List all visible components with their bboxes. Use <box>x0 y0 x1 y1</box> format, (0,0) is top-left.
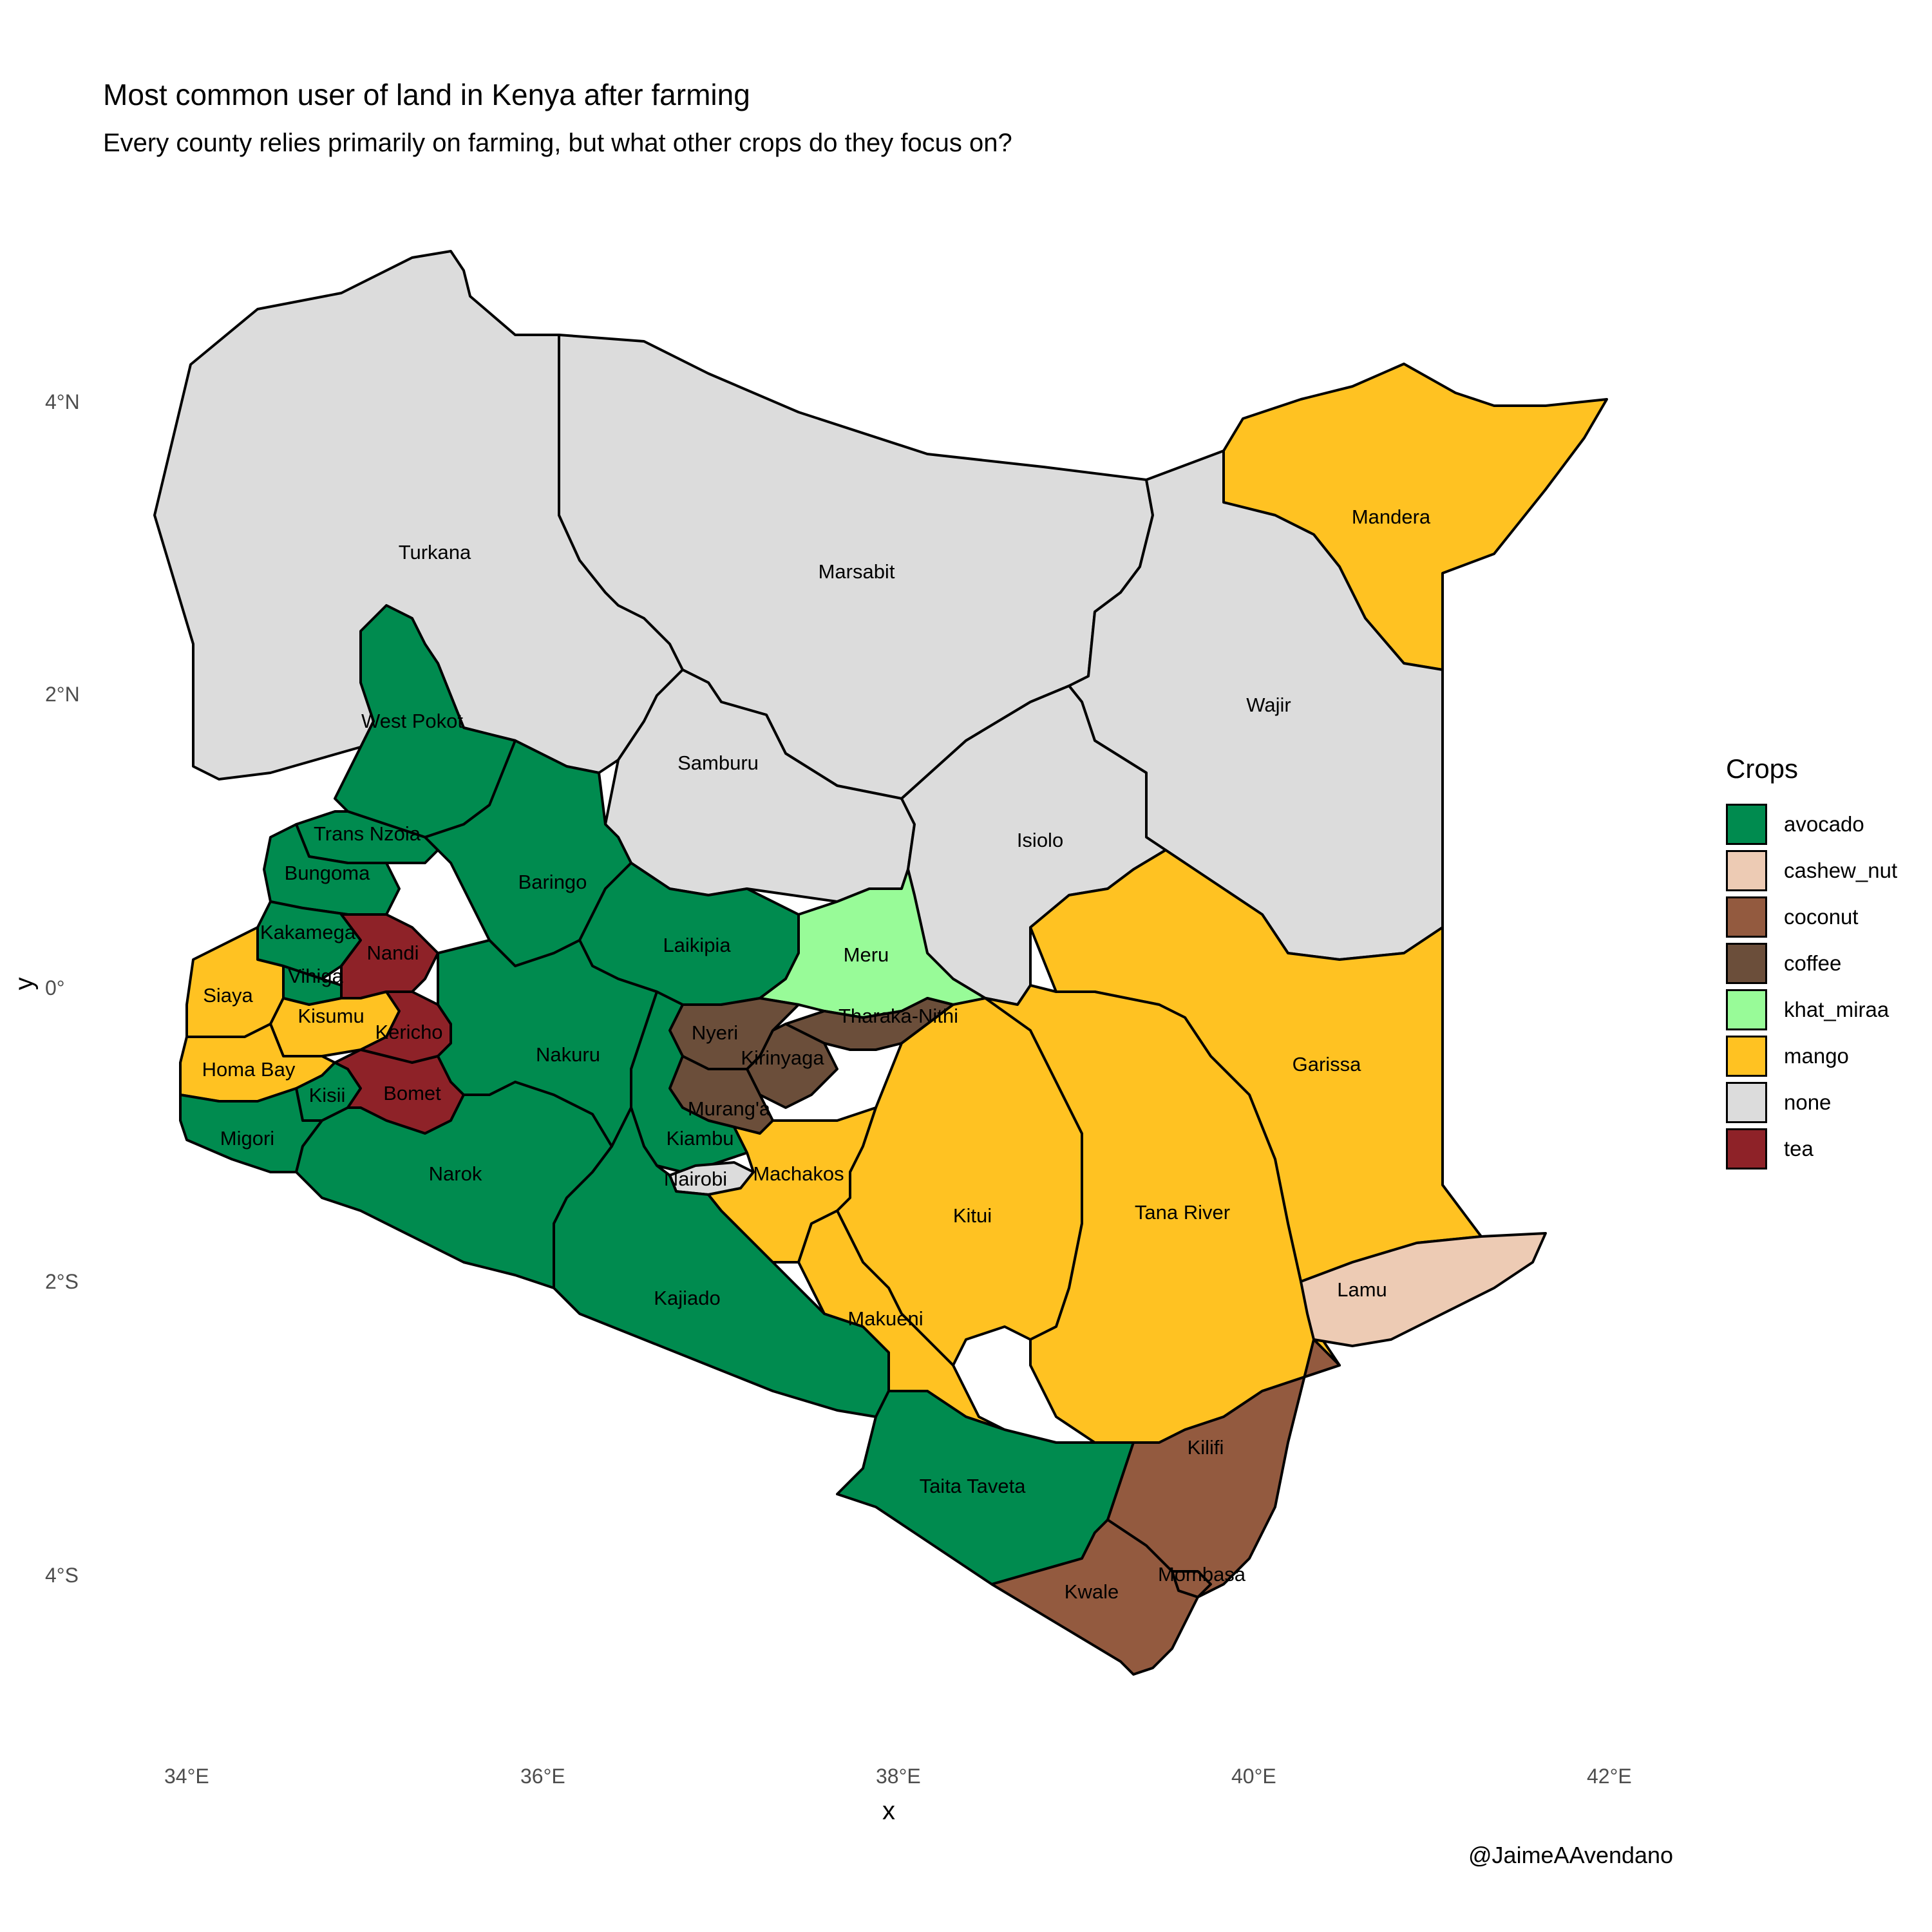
legend-item: mango <box>1726 1033 1897 1079</box>
x-axis-title: x <box>882 1797 895 1825</box>
county-label: Machakos <box>753 1162 844 1185</box>
county-label: Isiolo <box>1017 829 1063 851</box>
county-label: Meru <box>844 943 889 966</box>
legend-item: tea <box>1726 1126 1897 1172</box>
county-label: Bomet <box>383 1082 441 1104</box>
county-label: Homa Bay <box>202 1058 296 1081</box>
county-lamu <box>1300 1232 1547 1347</box>
legend-swatch <box>1726 989 1767 1030</box>
county-label: Marsabit <box>819 560 895 583</box>
y-tick-label: 2°N <box>45 683 80 706</box>
county-label: Kajiado <box>654 1287 720 1309</box>
county-label: Wajir <box>1246 694 1291 716</box>
legend-item: coffee <box>1726 940 1897 987</box>
county-labels: Turkana Marsabit Mandera Wajir West Pokot Sam… <box>202 506 1431 1603</box>
county-label: Kisii <box>309 1084 346 1106</box>
y-tick-label: 2°S <box>45 1270 79 1293</box>
legend-swatch <box>1726 943 1767 984</box>
legend-label: mango <box>1784 1044 1849 1068</box>
county-kirinyaga <box>746 1023 838 1109</box>
legend-swatch <box>1726 1128 1767 1170</box>
county-label: Laikipia <box>663 934 731 956</box>
legend-swatch <box>1726 804 1767 845</box>
county-label: Kisumu <box>298 1005 364 1027</box>
y-tick-label: 4°N <box>45 390 80 413</box>
legend-swatch <box>1726 850 1767 891</box>
legend-label: coconut <box>1784 905 1859 929</box>
legend-label: avocado <box>1784 812 1864 836</box>
county-label: Kakamega <box>260 921 356 943</box>
county-label: Nairobi <box>664 1168 727 1190</box>
county-label: Trans Nzoia <box>314 822 421 845</box>
legend-label: khat_miraa <box>1784 998 1889 1021</box>
legend-title: Crops <box>1726 753 1799 784</box>
legend-swatch <box>1726 1082 1767 1123</box>
county-bungoma <box>263 823 401 916</box>
legend-item: coconut <box>1726 894 1897 940</box>
y-tick-label: 4°S <box>45 1564 79 1587</box>
legend: Crops avocado cashew_nut coconut coffee … <box>1726 753 1897 1172</box>
chart-subtitle: Every county relies primarily on farming… <box>103 129 1012 157</box>
county-label: Turkana <box>399 541 471 564</box>
county-label: Tana River <box>1135 1201 1230 1224</box>
county-label: Taita Taveta <box>920 1475 1027 1497</box>
county-label: Kirinyaga <box>741 1046 824 1069</box>
legend-swatch <box>1726 1036 1767 1077</box>
county-label: Lamu <box>1337 1278 1387 1301</box>
county-label: Kilifi <box>1188 1436 1224 1459</box>
county-kwale <box>990 1519 1199 1676</box>
legend-item: cashew_nut <box>1726 848 1897 894</box>
county-label: Samburu <box>677 752 759 774</box>
x-tick-label: 42°E <box>1587 1765 1632 1788</box>
county-label: Garissa <box>1293 1053 1362 1075</box>
county-makueni <box>797 1209 1006 1431</box>
county-label: West Pokot <box>361 710 463 732</box>
county-label: Kiambu <box>666 1127 734 1150</box>
legend-label: cashew_nut <box>1784 858 1898 882</box>
y-axis-title: y <box>10 977 39 990</box>
county-label: Nandi <box>367 942 419 964</box>
county-label: Nyeri <box>692 1021 738 1044</box>
county-label: Tharaka-Nithi <box>838 1005 958 1027</box>
county-nakuru <box>437 939 658 1148</box>
county-label: Kitui <box>953 1204 992 1227</box>
legend-item: none <box>1726 1079 1897 1126</box>
county-label: Murang'a <box>688 1097 771 1120</box>
legend-label: tea <box>1784 1137 1814 1160</box>
y-tick-label: 0° <box>45 976 65 999</box>
county-label: Migori <box>220 1127 274 1150</box>
county-label: Narok <box>429 1162 482 1185</box>
county-label: Mombasa <box>1158 1563 1246 1586</box>
legend-item: khat_miraa <box>1726 987 1897 1033</box>
county-label: Kericho <box>375 1021 442 1043</box>
county-label: Baringo <box>518 871 587 893</box>
x-tick-label: 40°E <box>1231 1765 1276 1788</box>
legend-item: avocado <box>1726 801 1897 848</box>
county-label: Makueni <box>848 1307 923 1330</box>
county-label: Kwale <box>1065 1580 1119 1603</box>
county-label: Nakuru <box>536 1043 600 1066</box>
x-tick-label: 38°E <box>876 1765 921 1788</box>
county-label: Siaya <box>203 984 253 1007</box>
chart-title: Most common user of land in Kenya after … <box>103 78 750 111</box>
county-label: Bungoma <box>285 862 370 884</box>
caption: @JaimeAAvendano <box>1468 1842 1674 1868</box>
x-tick-label: 34°E <box>164 1765 209 1788</box>
legend-swatch <box>1726 896 1767 938</box>
county-label: Mandera <box>1352 506 1431 528</box>
legend-label: none <box>1784 1090 1832 1114</box>
legend-label: coffee <box>1784 951 1842 975</box>
x-tick-label: 36°E <box>520 1765 565 1788</box>
county-label: Vihiga <box>288 965 343 987</box>
